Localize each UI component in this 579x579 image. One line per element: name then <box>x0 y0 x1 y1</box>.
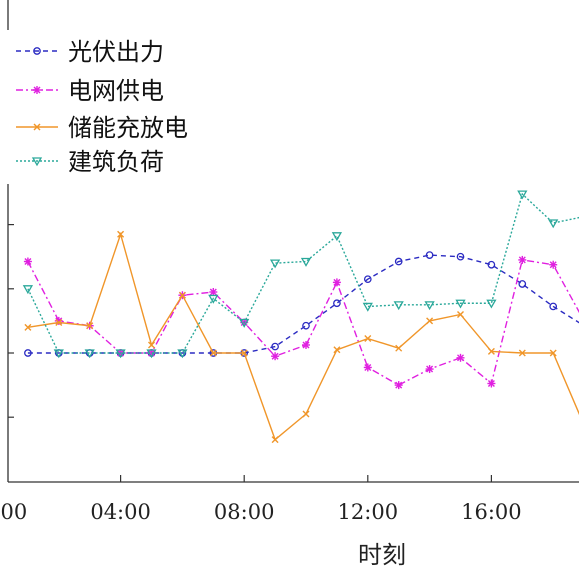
series-line <box>27 259 579 386</box>
data-point <box>209 349 217 357</box>
x-axis-title: 时刻 <box>358 541 406 569</box>
series-x <box>24 230 579 444</box>
data-point <box>148 341 155 349</box>
x-tick-label: 16:00 <box>461 500 522 524</box>
data-point <box>269 259 281 269</box>
axes: 00:00 04:00 08:00 12:00 16:00 <box>0 0 579 524</box>
data-point <box>302 410 310 418</box>
data-point <box>33 47 41 55</box>
data-point <box>146 349 157 359</box>
data-point <box>55 319 63 326</box>
data-point <box>394 257 403 266</box>
data-point <box>302 321 310 330</box>
data-point <box>455 299 466 309</box>
data-point <box>209 288 218 297</box>
data-point <box>363 275 372 284</box>
data-point <box>456 353 465 362</box>
data-point <box>333 346 341 354</box>
data-point <box>518 255 527 264</box>
legend-label: 建筑负荷 <box>68 148 164 176</box>
legend-label: 光伏出力 <box>68 38 164 66</box>
legend-label: 电网供电 <box>68 77 164 105</box>
data-point <box>23 257 32 266</box>
data-point <box>518 280 527 288</box>
series-layer <box>22 190 579 444</box>
data-point <box>332 278 341 287</box>
data-point <box>24 349 32 357</box>
data-point <box>115 349 126 359</box>
data-point <box>393 301 404 311</box>
series-line <box>27 254 579 354</box>
x-tick-label: 08:00 <box>214 500 275 524</box>
data-point <box>33 123 41 131</box>
data-point <box>425 365 434 374</box>
data-point <box>271 436 279 444</box>
data-point <box>457 310 464 318</box>
data-point <box>239 318 250 328</box>
data-point <box>117 230 125 238</box>
data-point <box>394 381 403 390</box>
data-point <box>549 302 558 311</box>
data-point <box>86 322 94 330</box>
data-point <box>300 257 312 267</box>
data-point <box>177 349 188 359</box>
data-point <box>271 342 279 351</box>
data-point <box>302 340 310 349</box>
data-point <box>178 291 186 299</box>
x-tick-label: 12:00 <box>338 500 399 524</box>
data-point <box>362 302 373 312</box>
data-point <box>24 323 32 331</box>
data-point <box>54 316 63 325</box>
x-tick-label: 00:00 <box>0 500 27 524</box>
data-point <box>549 349 557 357</box>
data-point <box>333 299 341 308</box>
data-point <box>271 352 280 361</box>
data-point <box>549 260 558 269</box>
data-point <box>548 219 559 229</box>
data-point <box>517 190 528 200</box>
data-point <box>84 349 95 359</box>
data-point <box>486 299 497 309</box>
data-point <box>208 294 219 304</box>
data-point <box>53 349 64 359</box>
series-line <box>27 192 579 354</box>
data-point <box>425 251 434 259</box>
data-point <box>31 157 43 167</box>
data-point <box>456 252 465 261</box>
x-tick-label: 04:00 <box>90 500 151 524</box>
data-point <box>395 344 403 352</box>
data-point <box>518 349 526 357</box>
data-point <box>487 379 496 388</box>
data-point <box>240 349 248 357</box>
legend-label: 储能充放电 <box>68 114 188 142</box>
series-line <box>27 231 579 441</box>
data-point <box>363 363 372 372</box>
data-point <box>364 335 372 343</box>
series-circle <box>24 251 579 357</box>
data-point <box>424 301 435 311</box>
data-point <box>331 232 343 242</box>
data-point <box>22 285 34 295</box>
data-point <box>33 86 41 94</box>
series-triangle-down <box>22 190 579 359</box>
data-point <box>487 347 495 355</box>
data-point <box>426 317 434 325</box>
data-point <box>487 260 496 269</box>
